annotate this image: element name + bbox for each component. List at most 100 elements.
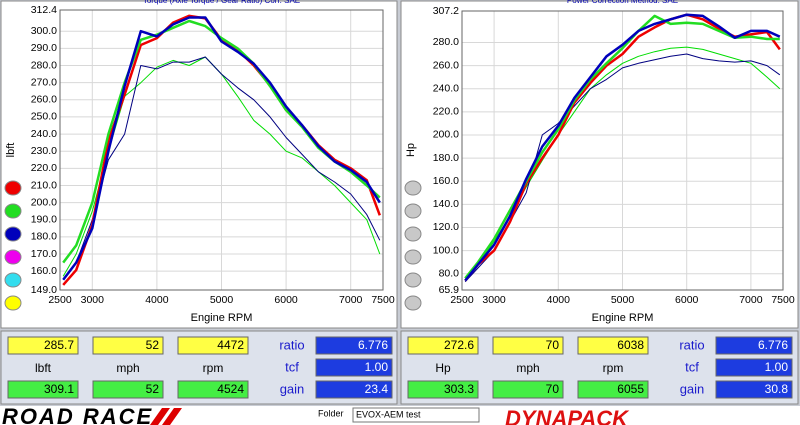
series-selector[interactable] (4, 203, 22, 219)
y-tick-label: 260.0 (433, 59, 459, 71)
series-selector[interactable] (4, 272, 22, 288)
series-selector[interactable] (404, 249, 422, 265)
readout-value: 70 (546, 382, 560, 396)
y-tick-label: 140.0 (433, 198, 459, 210)
readout-box (407, 336, 479, 355)
series-line (62, 16, 381, 281)
readout-value: 6055 (617, 382, 644, 396)
readout-box (492, 380, 564, 399)
y-tick-label: 220.0 (433, 106, 459, 118)
y-tick-label: 210.0 (31, 179, 57, 191)
y-tick-label: 80.0 (439, 267, 460, 279)
series-selector[interactable] (404, 272, 422, 288)
readout-value: 52 (146, 382, 160, 396)
readout-label: rpm (203, 361, 224, 375)
series-selector[interactable] (4, 295, 22, 311)
y-tick-label: 307.2 (433, 5, 459, 17)
logo-slash (162, 408, 182, 425)
readout-value: 52 (146, 338, 160, 352)
x-tick-label: 3000 (482, 294, 506, 306)
side-label: ratio (679, 337, 704, 352)
side-box (315, 358, 393, 377)
side-box (715, 358, 793, 377)
x-tick-label: 6000 (675, 294, 699, 306)
brand-logo: DYNAPACK (505, 406, 630, 425)
readout-value: 303.3 (444, 382, 474, 396)
series-selector[interactable] (4, 226, 22, 242)
series-selector[interactable] (4, 249, 22, 265)
readout-box (492, 336, 564, 355)
y-tick-label: 200.0 (31, 196, 57, 208)
x-axis-label: Engine RPM (592, 312, 654, 324)
series-selector[interactable] (4, 180, 22, 196)
side-label: tcf (685, 359, 699, 374)
side-box (315, 336, 393, 355)
y-tick-label: 149.0 (31, 284, 57, 296)
x-tick-label: 4000 (145, 294, 169, 306)
folder-label: Folder (318, 408, 344, 418)
y-tick-label: 312.4 (31, 4, 57, 16)
side-value: 1.00 (765, 360, 789, 374)
readout-box (7, 336, 79, 355)
side-box (715, 336, 793, 355)
y-tick-label: 250.0 (31, 111, 57, 123)
y-tick-label: 230.0 (31, 145, 57, 157)
y-tick-label: 270.0 (31, 76, 57, 88)
side-label: tcf (285, 359, 299, 374)
x-tick-label: 7500 (771, 294, 795, 306)
y-tick-label: 220.0 (31, 162, 57, 174)
series-line (62, 56, 381, 281)
readout-value: 285.7 (44, 338, 74, 352)
x-tick-label: 5000 (611, 294, 635, 306)
readout-box (177, 336, 249, 355)
plot-frame (59, 9, 384, 291)
x-tick-label: 5000 (210, 294, 234, 306)
y-tick-label: 240.0 (31, 128, 57, 140)
side-box (315, 380, 393, 399)
side-value: 30.8 (765, 382, 789, 396)
side-value: 6.776 (758, 338, 788, 352)
y-tick-label: 280.0 (31, 59, 57, 71)
readout-box (92, 380, 164, 399)
folder-input[interactable] (352, 407, 480, 423)
y-tick-label: 200.0 (433, 129, 459, 141)
x-tick-label: 4000 (547, 294, 571, 306)
side-label: gain (680, 381, 705, 396)
y-tick-label: 160.0 (433, 175, 459, 187)
x-tick-label: 2500 (450, 294, 474, 306)
x-tick-label: 7000 (339, 294, 363, 306)
y-tick-label: 180.0 (31, 231, 57, 243)
series-selector[interactable] (404, 203, 422, 219)
y-tick-label: 65.9 (439, 284, 460, 296)
x-tick-label: 7500 (371, 294, 395, 306)
y-tick-label: 300.0 (31, 25, 57, 37)
logo-slash (150, 408, 170, 425)
readout-value: 6038 (617, 338, 644, 352)
side-value: 23.4 (365, 382, 389, 396)
y-tick-label: 100.0 (433, 244, 459, 256)
y-axis-label: Hp (405, 143, 417, 157)
folder-value: EVOX-AEM test (356, 409, 421, 419)
side-value: 1.00 (365, 360, 389, 374)
x-tick-label: 2500 (48, 294, 72, 306)
chart-title: Power Correction Method: SAE (567, 0, 678, 5)
series-selector[interactable] (404, 180, 422, 196)
side-label: ratio (279, 337, 304, 352)
readout-value: 70 (546, 338, 560, 352)
readout-box (177, 380, 249, 399)
power-panel (400, 0, 799, 329)
y-tick-label: 290.0 (31, 42, 57, 54)
logo: ROAD RACE (2, 404, 153, 425)
series-selector[interactable] (404, 226, 422, 242)
y-tick-label: 280.0 (433, 36, 459, 48)
readout-box (407, 380, 479, 399)
y-tick-label: 260.0 (31, 94, 57, 106)
y-tick-label: 160.0 (31, 265, 57, 277)
readout-label: rpm (603, 361, 624, 375)
side-label: gain (280, 381, 305, 396)
readout-value: 4524 (217, 382, 244, 396)
readout-box (92, 336, 164, 355)
y-tick-label: 190.0 (31, 214, 57, 226)
series-selector[interactable] (404, 295, 422, 311)
x-tick-label: 7000 (739, 294, 763, 306)
